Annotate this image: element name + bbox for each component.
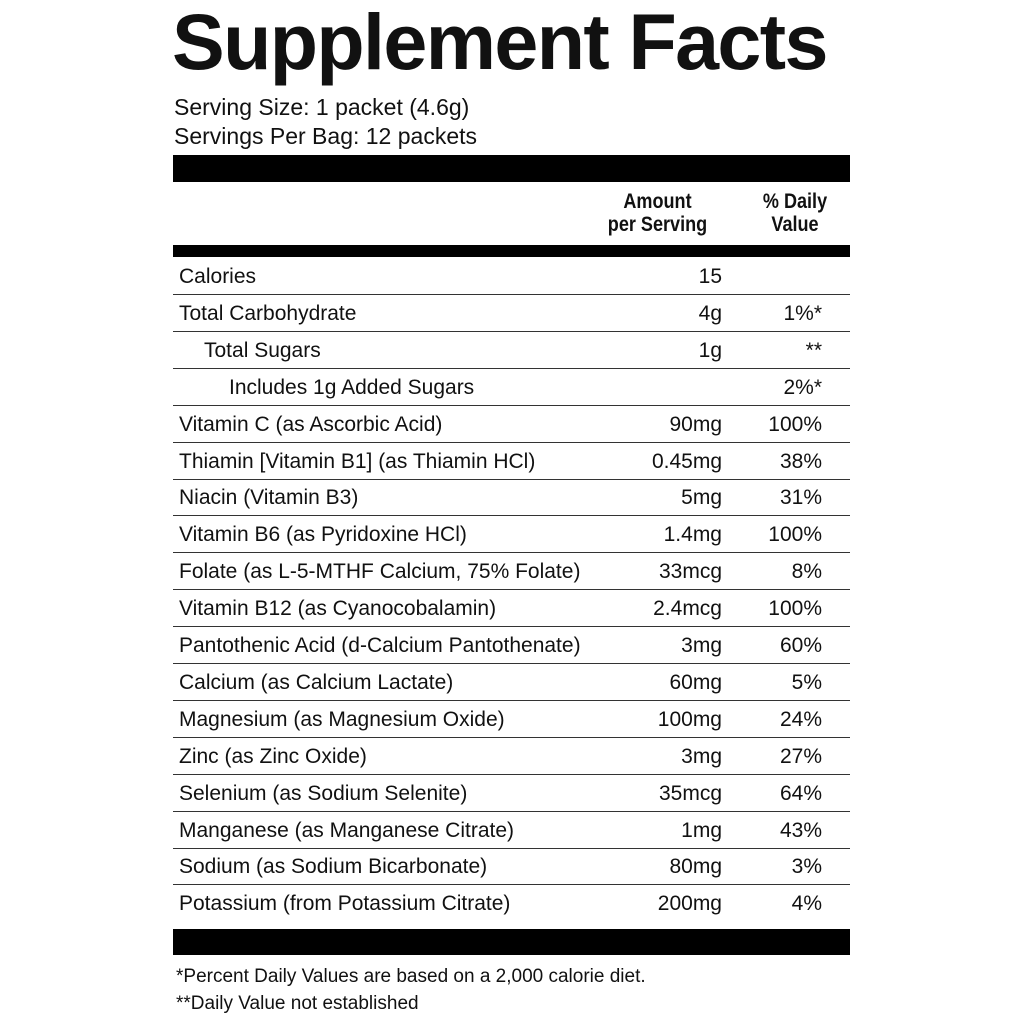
- nutrient-daily-value: 8%: [791, 560, 822, 584]
- table-row: Includes 1g Added Sugars 2%*: [173, 369, 850, 406]
- table-row: Calories 15: [173, 258, 850, 295]
- nutrient-daily-value: 3%: [791, 855, 822, 879]
- nutrient-amount: 60mg: [669, 670, 722, 694]
- servings-per-container: Servings Per Bag: 12 packets: [174, 123, 477, 149]
- nutrient-name: Total Carbohydrate: [179, 301, 357, 325]
- table-row: Total Carbohydrate 4g 1%*: [173, 295, 850, 332]
- nutrient-name: Pantothenic Acid (d-Calcium Pantothenate…: [179, 634, 581, 657]
- nutrient-name: Thiamin [Vitamin B1] (as Thiamin HCl): [179, 449, 536, 473]
- table-row: Magnesium (as Magnesium Oxide) 100mg 24%: [173, 701, 850, 738]
- table-row: Manganese (as Manganese Citrate) 1mg 43%: [173, 812, 850, 849]
- nutrient-daily-value: 4%: [791, 892, 822, 916]
- amount-header-line1: Amount: [623, 190, 692, 213]
- table-row: Vitamin C (as Ascorbic Acid) 90mg 100%: [173, 406, 850, 443]
- nutrient-name: Manganese (as Manganese Citrate): [179, 818, 515, 842]
- table-row: Folate (as L-5-MTHF Calcium, 75% Folate)…: [173, 553, 850, 591]
- nutrient-amount: 80mg: [669, 855, 722, 879]
- nutrient-name: Calcium (as Calcium Lactate): [179, 670, 454, 694]
- table-row: Sodium (as Sodium Bicarbonate) 80mg 3%: [173, 848, 850, 886]
- nutrient-amount: 90mg: [669, 412, 722, 436]
- nutrient-name: Potassium (from Potassium Citrate): [179, 892, 511, 916]
- nutrient-amount: 2.4mcg: [653, 597, 722, 621]
- nutrient-daily-value: 24%: [779, 707, 822, 731]
- amount-header: Amount per Serving: [599, 190, 715, 236]
- nutrient-name: Zinc (as Zinc Oxide): [179, 744, 367, 768]
- bottom-divider-bar: [173, 929, 850, 955]
- footnote-not-established: **Daily Value not established: [176, 993, 419, 1014]
- nutrient-daily-value: 100%: [768, 412, 822, 436]
- footnote-daily-values: *Percent Daily Values are based on a 2,0…: [176, 966, 646, 987]
- table-row: Thiamin [Vitamin B1] (as Thiamin HCl) 0.4…: [173, 443, 850, 480]
- nutrient-name: Vitamin C (as Ascorbic Acid): [179, 412, 443, 436]
- nutrient-name: Vitamin B12 (as Cyanocobalamin): [179, 597, 497, 621]
- amount-header-line2: per Serving: [607, 213, 708, 236]
- daily-value-header: % Daily Value: [752, 190, 838, 236]
- nutrient-amount: 200mg: [657, 892, 722, 916]
- nutrient-daily-value: 100%: [768, 523, 822, 547]
- dv-header-line1: % Daily: [762, 190, 828, 213]
- nutrient-amount: 1.4mg: [663, 523, 722, 547]
- nutrient-amount: 15: [698, 265, 722, 288]
- serving-size: Serving Size: 1 packet (4.6g): [174, 94, 470, 120]
- table-row: Total Sugars 1g **: [173, 332, 850, 369]
- nutrient-daily-value: 43%: [779, 818, 822, 842]
- nutrient-daily-value: 100%: [768, 597, 822, 621]
- nutrient-name: Includes 1g Added Sugars: [229, 375, 475, 399]
- nutrient-amount: 4g: [698, 301, 722, 325]
- nutrient-daily-value: 2%*: [783, 375, 822, 399]
- nutrient-daily-value: 5%: [791, 670, 822, 694]
- nutrient-name: Folate (as L-5-MTHF Calcium, 75% Folate): [179, 560, 581, 584]
- nutrient-name: Calories: [179, 265, 257, 288]
- table-row: Vitamin B6 (as Pyridoxine HCl) 1.4mg 100%: [173, 516, 850, 554]
- nutrient-amount: 1mg: [681, 818, 722, 842]
- nutrient-daily-value: 1%*: [783, 301, 822, 325]
- nutrient-name: Magnesium (as Magnesium Oxide): [179, 707, 505, 731]
- nutrient-amount: 33mcg: [658, 560, 722, 584]
- nutrient-daily-value: 27%: [779, 744, 822, 768]
- top-divider-bar: [173, 155, 850, 182]
- nutrient-amount: 5mg: [681, 486, 722, 510]
- table-row: Calcium (as Calcium Lactate) 60mg 5%: [173, 664, 850, 701]
- nutrient-daily-value: 31%: [779, 486, 822, 510]
- nutrient-amount: 0.45mg: [651, 449, 722, 473]
- nutrient-amount: 3mg: [681, 634, 722, 657]
- nutrient-amount: 100mg: [657, 707, 722, 731]
- header-divider-bar: [173, 245, 850, 257]
- nutrient-daily-value: **: [805, 338, 822, 362]
- dv-header-line2: Value: [771, 213, 819, 236]
- nutrient-amount: 35mcg: [658, 781, 722, 805]
- table-row: Potassium (from Potassium Citrate) 200mg 4…: [173, 885, 850, 922]
- nutrient-daily-value: 38%: [779, 449, 822, 473]
- nutrient-name: Total Sugars: [204, 338, 321, 362]
- table-row: Niacin (Vitamin B3) 5mg 31%: [173, 479, 850, 517]
- nutrient-name: Selenium (as Sodium Selenite): [179, 781, 468, 805]
- nutrient-name: Vitamin B6 (as Pyridoxine HCl): [179, 523, 467, 547]
- table-row: Selenium (as Sodium Selenite) 35mcg 64%: [173, 775, 850, 812]
- nutrient-amount: 1g: [698, 338, 722, 362]
- nutrient-daily-value: 60%: [779, 634, 822, 657]
- nutrient-amount: 3mg: [681, 744, 722, 768]
- table-row: Vitamin B12 (as Cyanocobalamin) 2.4mcg 100…: [173, 590, 850, 628]
- nutrient-name: Niacin (Vitamin B3): [179, 486, 359, 510]
- table-row: Zinc (as Zinc Oxide) 3mg 27%: [173, 738, 850, 775]
- nutrient-daily-value: 64%: [779, 781, 822, 805]
- nutrient-name: Sodium (as Sodium Bicarbonate): [179, 855, 488, 879]
- table-row: Pantothenic Acid (d-Calcium Pantothenate…: [173, 627, 850, 664]
- page-title: Supplement Facts: [172, 0, 828, 86]
